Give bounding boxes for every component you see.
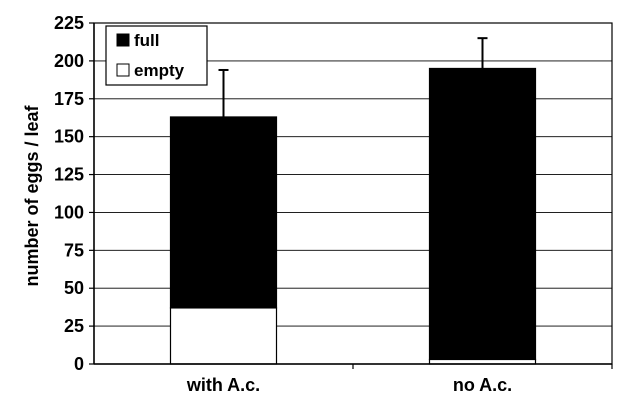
y-tick-label: 200 — [54, 51, 84, 71]
y-tick-label: 50 — [64, 278, 84, 298]
bar-segment-full — [428, 67, 537, 361]
x-category-label: no A.c. — [453, 375, 512, 394]
y-tick-label: 175 — [54, 89, 84, 109]
bar-segment-full — [169, 116, 278, 309]
y-tick-label: 225 — [54, 13, 84, 33]
y-tick-label: 75 — [64, 240, 84, 260]
y-tick-label: 100 — [54, 202, 84, 222]
legend-label-empty: empty — [134, 61, 185, 80]
y-tick-label: 150 — [54, 127, 84, 147]
y-axis-title: number of eggs / leaf — [22, 104, 42, 286]
x-axis-labels: with A.c. no A.c. — [186, 364, 613, 394]
bars — [169, 67, 537, 365]
error-bars — [218, 37, 488, 117]
legend-swatch-full — [116, 33, 130, 47]
x-category-label: with A.c. — [186, 375, 260, 394]
y-tick-label: 25 — [64, 316, 84, 336]
y-tick-label: 0 — [74, 354, 84, 374]
y-axis-ticks: 0 25 50 75 100 125 150 175 200 225 — [54, 13, 94, 374]
y-tick-label: 125 — [54, 165, 84, 185]
legend: full empty — [105, 25, 208, 86]
legend-swatch-empty — [116, 63, 130, 77]
bar-segment-empty — [169, 307, 278, 365]
legend-label-full: full — [134, 31, 160, 50]
